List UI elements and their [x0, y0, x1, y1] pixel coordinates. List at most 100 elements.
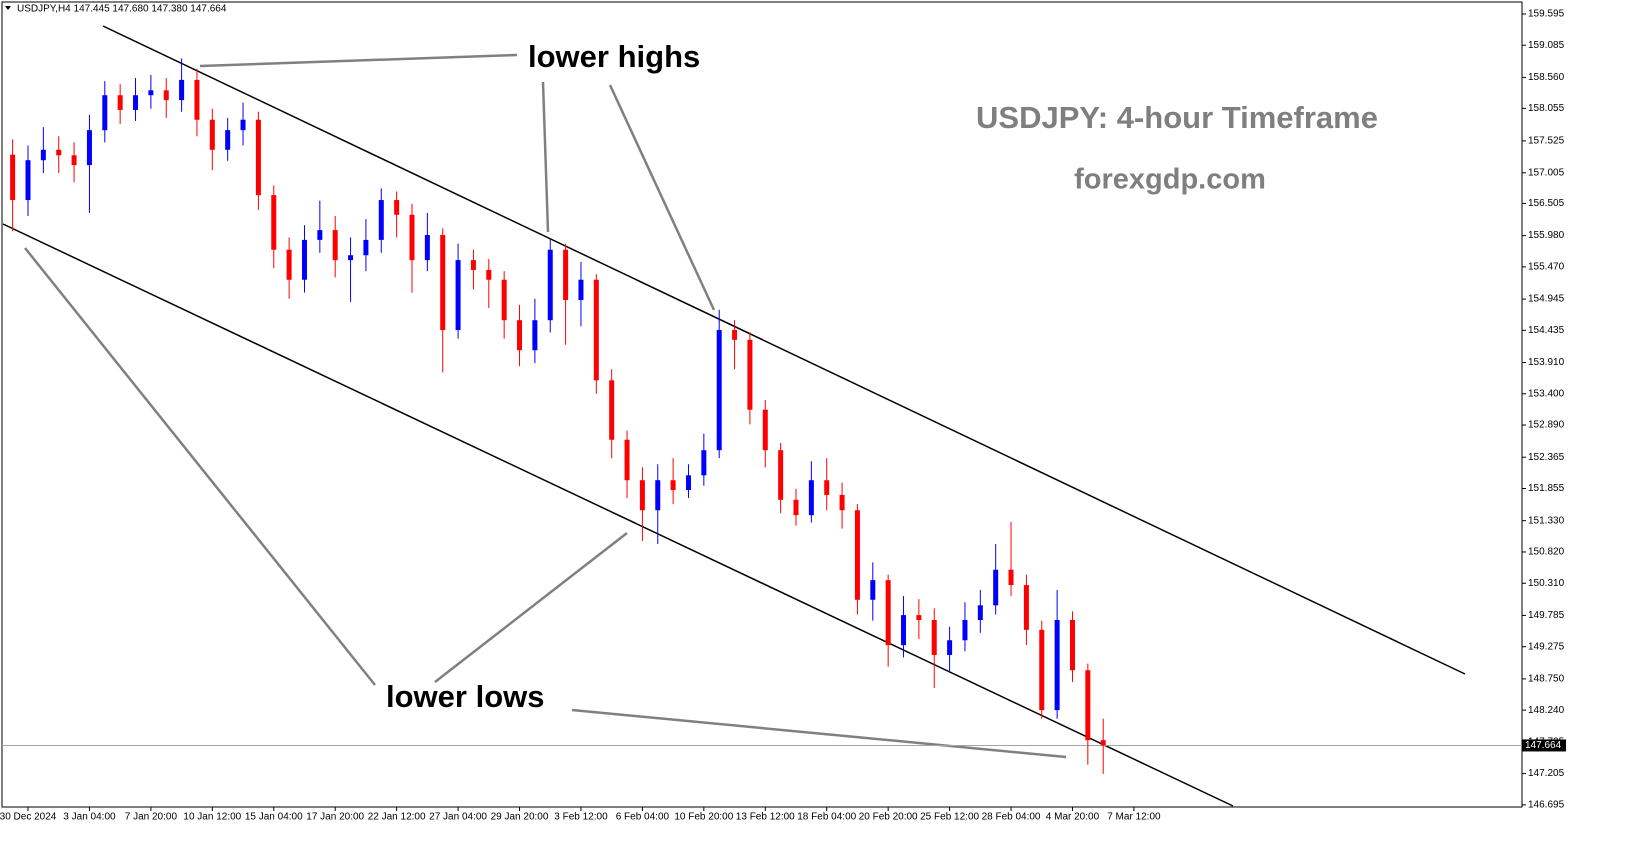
- y-tick-label: 158.055: [1528, 103, 1565, 114]
- y-tick-label: 156.505: [1528, 198, 1565, 209]
- y-tick-label: 148.240: [1528, 705, 1565, 716]
- candle-body: [716, 330, 722, 451]
- x-tick-label: 3 Jan 04:00: [63, 812, 116, 823]
- candle-body: [455, 260, 461, 331]
- header: USDJPY,H4 147.445 147.680 147.380 147.66…: [17, 4, 227, 15]
- candle-body: [225, 130, 231, 150]
- y-tick-label: 152.365: [1528, 452, 1565, 463]
- candle-body: [470, 260, 476, 270]
- candle-body: [240, 119, 246, 131]
- annotation: lower highs: [528, 39, 700, 74]
- candle-body: [839, 494, 845, 511]
- x-tick-label: 4 Mar 20:00: [1046, 812, 1100, 823]
- x-tick-label: 15 Jan 04:00: [245, 812, 303, 823]
- x-tick-label: 3 Feb 12:00: [554, 812, 608, 823]
- subtitle: forexgdp.com: [1074, 164, 1266, 196]
- y-tick-label: 146.695: [1528, 799, 1565, 810]
- pointer-line: [434, 532, 628, 683]
- x-tick-label: 10 Jan 12:00: [183, 812, 241, 823]
- candle-body: [301, 239, 307, 280]
- candle-body: [593, 279, 599, 381]
- candle-body: [486, 269, 492, 280]
- candle-body: [133, 95, 139, 110]
- x-tick-label: 28 Feb 04:00: [982, 812, 1041, 823]
- candle-body: [793, 499, 799, 516]
- candle-body: [1069, 620, 1075, 671]
- candle-body: [317, 230, 323, 240]
- lower-trendline: [2, 223, 1234, 807]
- pointer-line: [199, 53, 518, 68]
- candle-body: [824, 480, 830, 495]
- candle-body: [854, 510, 860, 600]
- candle-body: [40, 149, 46, 161]
- candle-body: [194, 79, 200, 120]
- annotation: lower lows: [386, 679, 544, 714]
- y-tick-label: 155.470: [1528, 262, 1565, 273]
- x-tick-label: 7 Jan 20:00: [125, 812, 178, 823]
- candle-body: [56, 149, 62, 156]
- candle-body: [609, 380, 615, 440]
- candle-body: [778, 450, 784, 500]
- x-tick-label: 27 Jan 04:00: [429, 812, 487, 823]
- candle-body: [86, 130, 92, 166]
- candle-body: [271, 195, 277, 250]
- candle-body: [117, 95, 123, 110]
- candle-body: [747, 339, 753, 410]
- y-tick-label: 148.750: [1528, 674, 1565, 685]
- y-tick-label: 159.595: [1528, 9, 1565, 20]
- candle-body: [1054, 620, 1060, 711]
- candle-body: [901, 615, 907, 646]
- candle-body: [440, 234, 446, 331]
- candle-body: [701, 450, 707, 476]
- y-tick-label: 159.085: [1528, 40, 1565, 51]
- candle-body: [1100, 740, 1106, 746]
- candle-body: [1023, 585, 1029, 630]
- candle-body: [424, 234, 430, 261]
- y-tick-label: 157.525: [1528, 136, 1565, 147]
- candle-body: [563, 249, 569, 300]
- candle-body: [394, 200, 400, 215]
- y-tick-label: 154.435: [1528, 325, 1565, 336]
- candle-body: [1085, 670, 1091, 741]
- y-tick-label: 154.945: [1528, 294, 1565, 305]
- pointer-line: [24, 247, 376, 686]
- candle-body: [363, 239, 369, 256]
- y-tick-label: 155.980: [1528, 230, 1565, 241]
- candle-body: [732, 330, 738, 340]
- y-tick-label: 151.855: [1528, 483, 1565, 494]
- candle-body: [762, 409, 768, 451]
- y-tick-label: 158.560: [1528, 72, 1565, 83]
- y-tick-label: 149.275: [1528, 641, 1565, 652]
- x-tick-label: 10 Feb 20:00: [674, 812, 733, 823]
- candle-body: [332, 230, 338, 261]
- x-tick-label: 13 Feb 12:00: [736, 812, 795, 823]
- candle-body: [993, 569, 999, 606]
- y-tick-label: 153.400: [1528, 388, 1565, 399]
- candle-body: [547, 249, 553, 321]
- candle-body: [808, 480, 814, 516]
- plot-frame: [1, 1, 1523, 808]
- candle-body: [209, 119, 215, 150]
- channel: [2, 25, 1466, 807]
- x-tick-label: 25 Feb 12:00: [920, 812, 979, 823]
- candle-body: [655, 480, 661, 511]
- pointer-line: [608, 84, 716, 311]
- candle-body: [10, 154, 16, 201]
- candle-body: [916, 615, 922, 621]
- candle-body: [977, 605, 983, 621]
- candle-body: [179, 79, 185, 101]
- candle-body: [931, 620, 937, 655]
- candle-body: [348, 255, 354, 261]
- candle-body: [1039, 629, 1045, 711]
- x-tick-label: 7 Mar 12:00: [1107, 812, 1161, 823]
- upper-trendline: [102, 25, 1466, 675]
- y-tick-label: 147.205: [1528, 768, 1565, 779]
- menu-arrow[interactable]: [5, 6, 11, 10]
- candle-body: [71, 155, 77, 166]
- candle-body: [639, 480, 645, 511]
- candle-body: [501, 279, 507, 321]
- x-tick-label: 18 Feb 04:00: [797, 812, 856, 823]
- candle-body: [670, 480, 676, 491]
- x-tick-label: 20 Feb 20:00: [859, 812, 918, 823]
